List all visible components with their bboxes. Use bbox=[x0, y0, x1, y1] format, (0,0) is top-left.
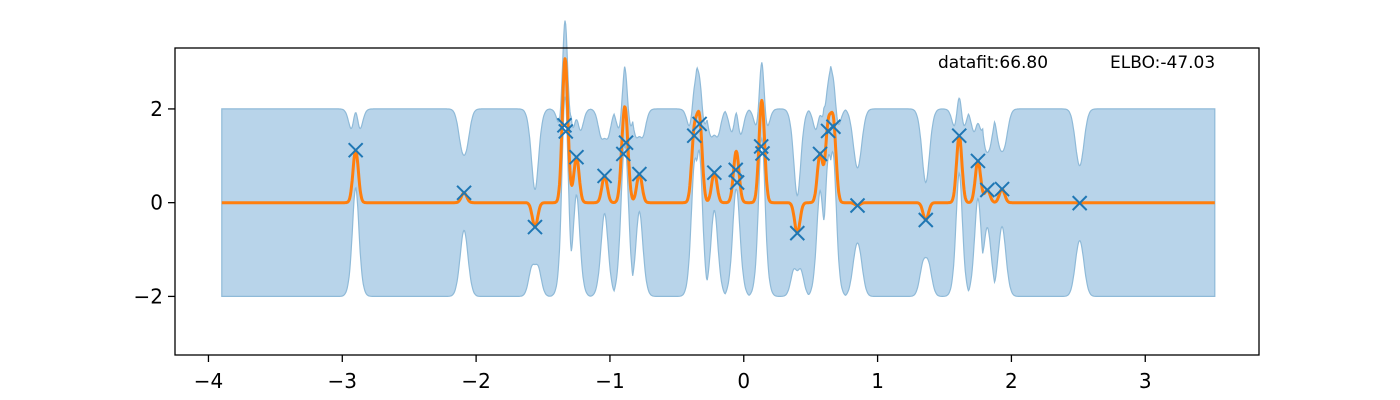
observation-marker-stroke bbox=[825, 119, 842, 135]
observation-marker-stroke bbox=[849, 197, 866, 214]
observation-marker-stroke bbox=[812, 146, 828, 162]
uncertainty-band bbox=[221, 20, 1216, 297]
x-tick-label: −1 bbox=[595, 369, 624, 393]
observation-marker bbox=[812, 146, 828, 162]
mean-line-path bbox=[221, 57, 1216, 235]
observation-marker-stroke bbox=[918, 212, 934, 228]
observation-marker bbox=[951, 127, 967, 144]
observation-marker-stroke bbox=[753, 138, 769, 155]
observation-marker bbox=[918, 212, 934, 228]
observation-marker-stroke bbox=[789, 225, 806, 241]
observation-marker-stroke bbox=[754, 145, 771, 162]
datafit-annotation: datafit:66.80 bbox=[938, 53, 1048, 73]
x-tick-label: −4 bbox=[194, 369, 223, 393]
observation-marker bbox=[631, 166, 648, 182]
observation-marker-stroke bbox=[686, 127, 702, 144]
observation-marker-stroke bbox=[347, 142, 364, 158]
observation-marker bbox=[568, 149, 585, 165]
predictive-mean-line bbox=[221, 57, 1216, 235]
x-tick-label: 2 bbox=[1005, 369, 1018, 393]
observation-marker bbox=[456, 185, 472, 201]
observation-marker-stroke bbox=[618, 134, 634, 151]
observation-marker bbox=[527, 219, 543, 235]
observation-marker bbox=[729, 174, 745, 191]
observation-marker-stroke bbox=[970, 153, 986, 169]
observation-marker bbox=[970, 153, 986, 169]
observation-marker-stroke bbox=[979, 182, 996, 198]
observation-marker-stroke bbox=[951, 127, 967, 144]
observation-marker bbox=[618, 134, 634, 151]
observation-marker-stroke bbox=[706, 164, 723, 181]
observation-marker bbox=[556, 117, 573, 134]
observation-marker bbox=[706, 164, 723, 181]
observation-marker-stroke bbox=[615, 146, 632, 162]
observation-marker-stroke bbox=[596, 168, 613, 184]
observation-marker-stroke bbox=[558, 123, 574, 140]
observation-marker-stroke bbox=[728, 162, 744, 178]
observation-marker bbox=[979, 182, 996, 198]
observation-marker bbox=[686, 127, 702, 144]
observation-marker bbox=[691, 116, 708, 132]
observation-marker-stroke bbox=[556, 117, 573, 134]
y-tick-label: 2 bbox=[150, 97, 163, 121]
observation-marker bbox=[1071, 195, 1088, 211]
observation-marker-stroke bbox=[631, 166, 648, 182]
axes-frame bbox=[174, 47, 1260, 356]
x-tick-label: 0 bbox=[737, 369, 750, 393]
x-tick-label: 3 bbox=[1139, 369, 1152, 393]
observation-marker bbox=[994, 181, 1010, 197]
observation-marker-stroke bbox=[456, 185, 472, 201]
observation-marker-stroke bbox=[527, 219, 543, 235]
x-tick-label: −3 bbox=[328, 369, 357, 393]
observation-marker bbox=[347, 142, 364, 158]
observation-marker-stroke bbox=[568, 149, 585, 165]
observation-marker bbox=[789, 225, 806, 241]
observation-marker-stroke bbox=[994, 181, 1010, 197]
observation-marker bbox=[825, 119, 842, 135]
y-tick-label: 0 bbox=[150, 191, 163, 215]
y-tick-label: −2 bbox=[134, 284, 163, 308]
observation-markers bbox=[347, 116, 1088, 241]
observation-marker-stroke bbox=[691, 116, 708, 132]
observation-marker bbox=[728, 162, 744, 178]
observation-marker-stroke bbox=[1071, 195, 1088, 211]
x-tick-label: −2 bbox=[461, 369, 490, 393]
y-axis-ticks: −2 0 2 bbox=[134, 97, 175, 308]
x-axis-ticks: −4 −3 −2 −1 0 1 2 3 bbox=[194, 355, 1152, 393]
observation-marker bbox=[558, 123, 574, 140]
observation-marker-stroke bbox=[729, 174, 745, 191]
x-tick-label: 1 bbox=[871, 369, 884, 393]
elbo-annotation: ELBO:-47.03 bbox=[1110, 53, 1215, 73]
uncertainty-band-area bbox=[221, 20, 1216, 297]
observation-marker bbox=[849, 197, 866, 214]
observation-marker bbox=[596, 168, 613, 184]
observation-marker bbox=[754, 145, 771, 162]
